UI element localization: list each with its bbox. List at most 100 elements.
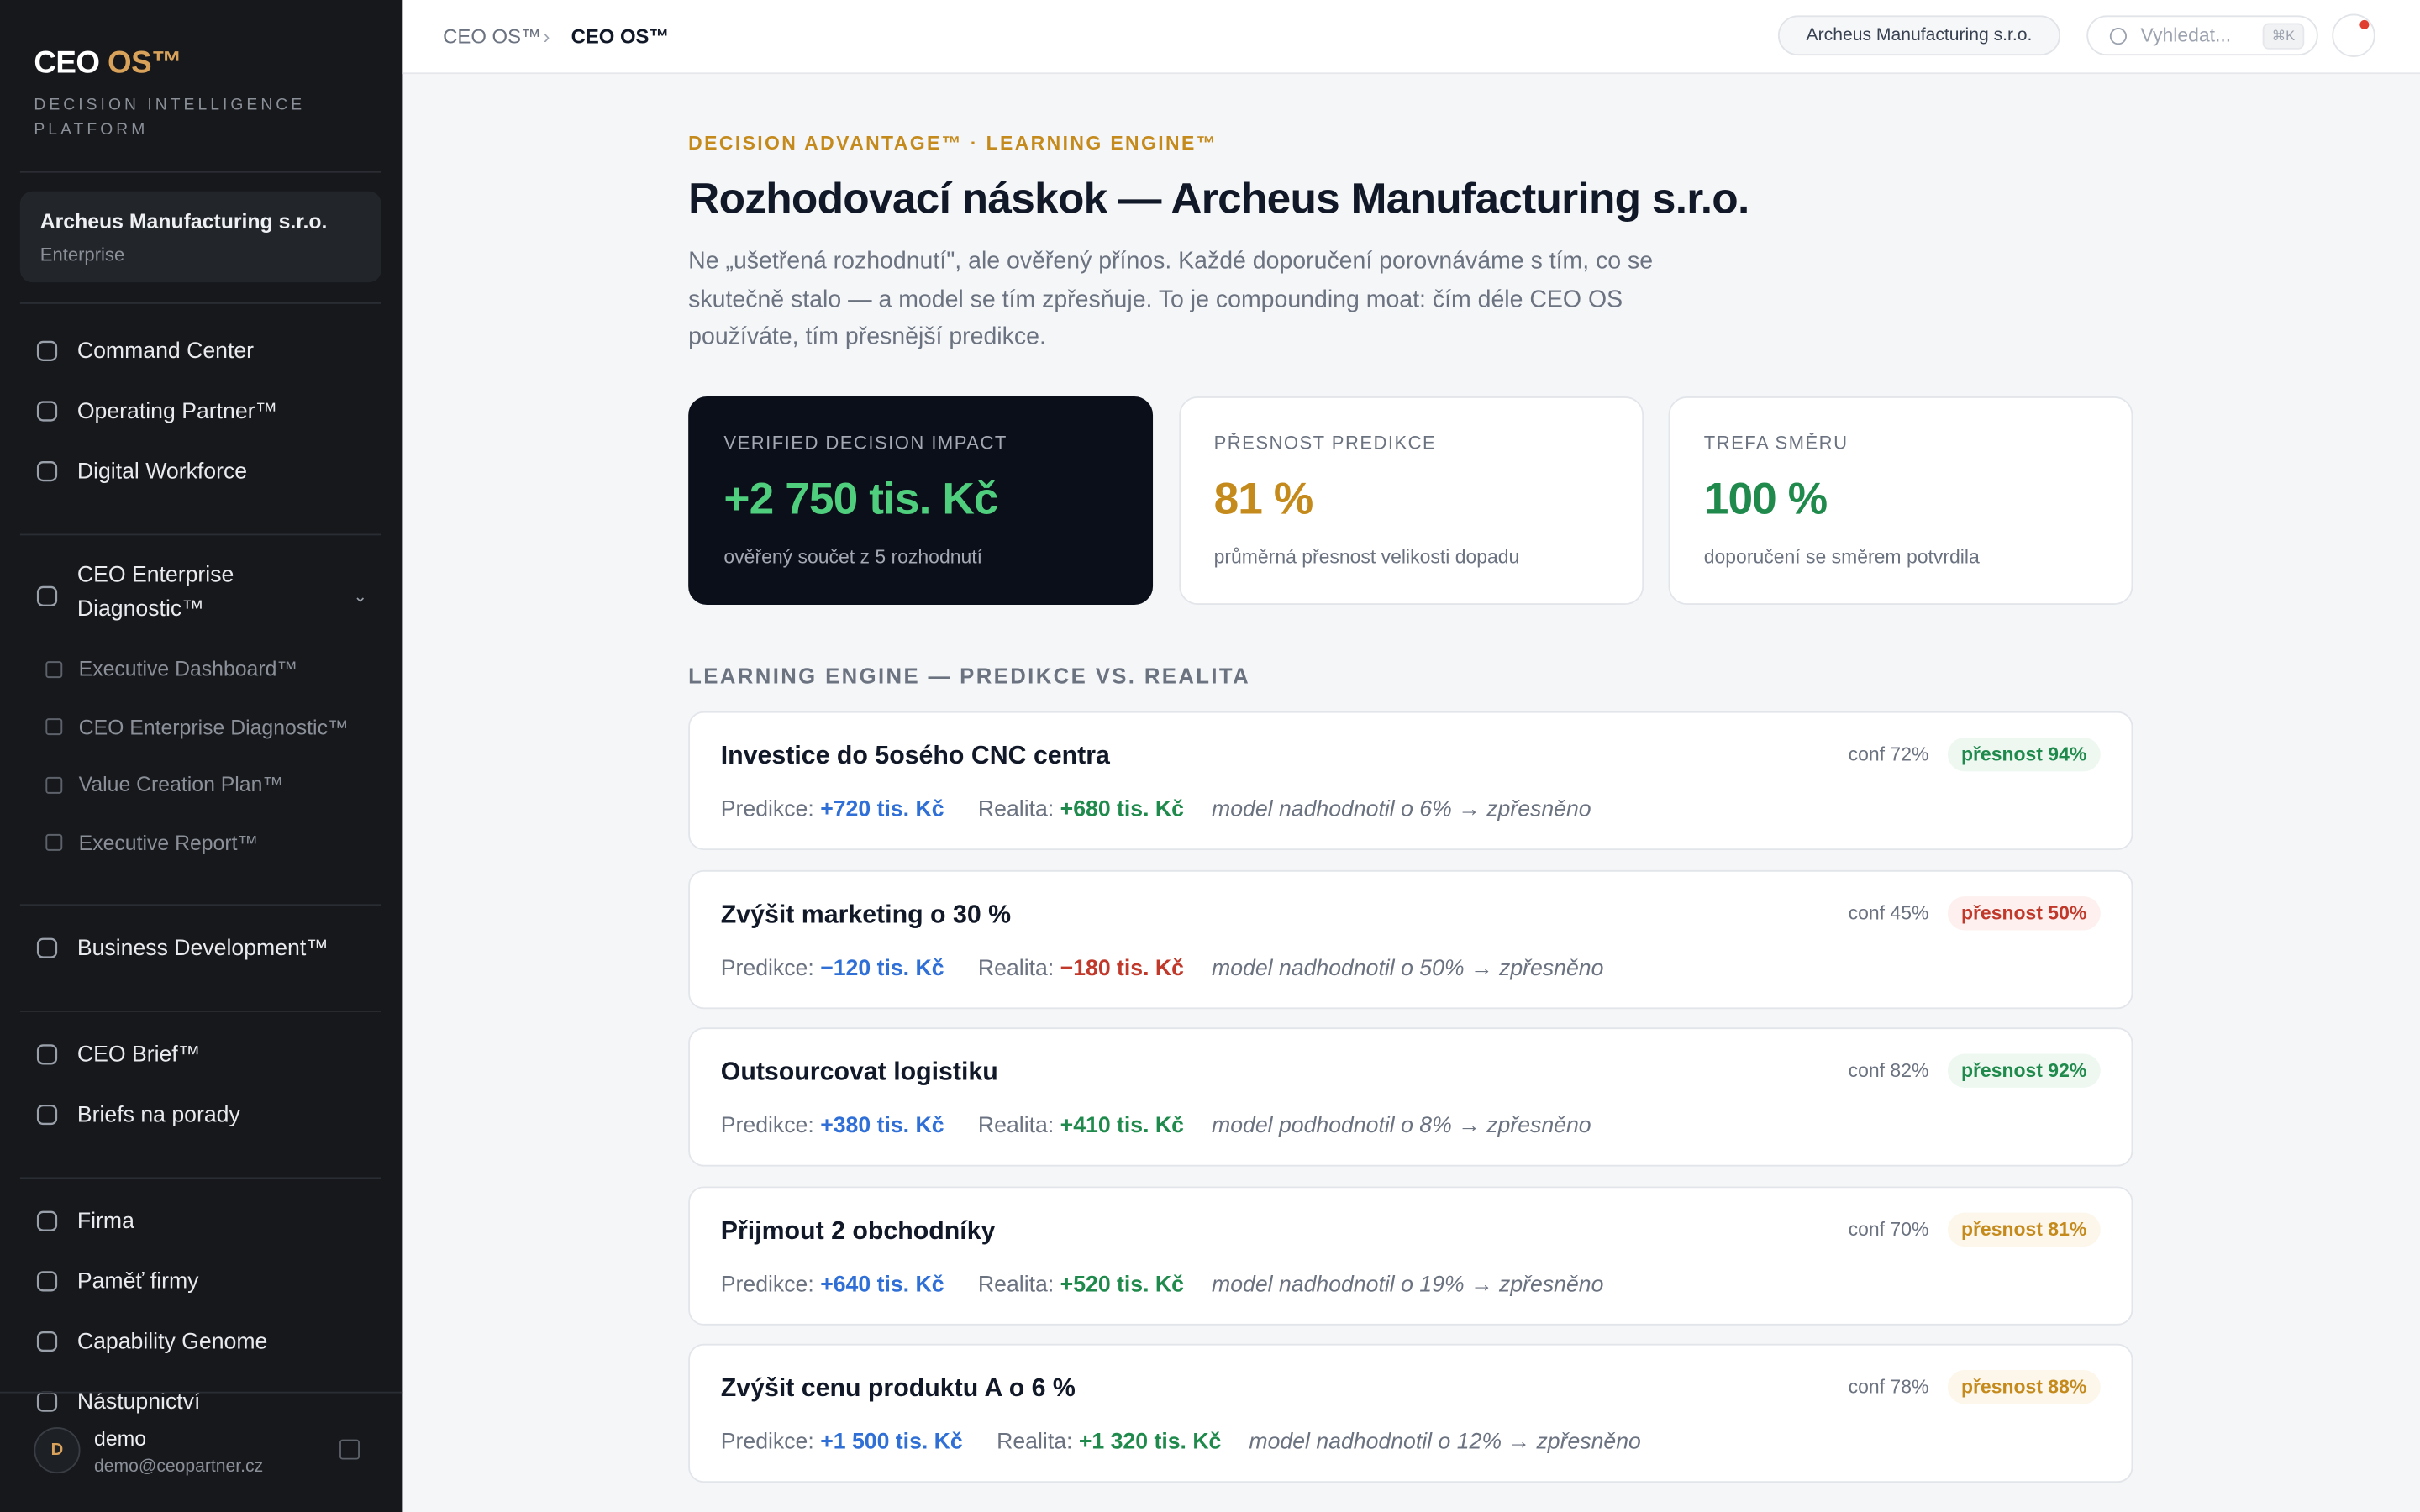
nav-item[interactable]: Firma <box>34 1208 134 1234</box>
nav-item[interactable]: Capability Genome <box>34 1328 267 1354</box>
nav-item[interactable]: Nástupnictví <box>34 1389 200 1415</box>
accuracy-badge: přesnost 81% <box>1947 1211 2101 1247</box>
tagline: DECISION INTELLIGENCE PLATFORM <box>34 95 306 139</box>
nav-label: Executive Dashboard™ <box>78 657 298 681</box>
kpi-note: doporučení se směrem potvrdila <box>1703 546 1980 568</box>
notifications[interactable] <box>2332 13 2375 57</box>
decision-title: Zvýšit cenu produktu A o 6 % <box>720 1374 1076 1403</box>
prediction-value: +380 tis. Kč <box>820 1114 944 1139</box>
icon <box>36 937 58 958</box>
nav-item[interactable]: CEO Brief™ <box>34 1042 200 1068</box>
nav-label: Value Creation Plan™ <box>78 773 284 796</box>
reality-value: +680 tis. Kč <box>1060 797 1184 822</box>
prediction-label: Predikce: <box>720 1272 814 1297</box>
kpi-value: 100 % <box>1703 475 1828 525</box>
icon <box>45 833 63 851</box>
decision-row: Predikce: +720 tis. Kč Realita: +680 tis.… <box>721 798 1591 822</box>
divider <box>19 302 381 304</box>
divider <box>19 533 381 536</box>
reality-value: −180 tis. Kč <box>1060 955 1184 981</box>
avatar: D <box>34 1426 81 1474</box>
divider <box>0 1391 403 1394</box>
search[interactable]: Vyhledat... ⌘K <box>2086 15 2318 56</box>
nav-label: Briefs na porady <box>76 1102 240 1127</box>
logout[interactable] <box>339 1439 360 1460</box>
nav-item[interactable]: Executive Report™ <box>43 831 258 854</box>
kpi-note: průměrná přesnost velikosti dopadu <box>1213 546 1520 568</box>
accuracy-badge: přesnost 50% <box>1947 895 2101 930</box>
confidence: conf 72% <box>1848 743 1929 766</box>
decision-row: Predikce: +640 tis. Kč Realita: +520 tis.… <box>721 1272 1604 1296</box>
icon <box>36 340 58 361</box>
decision-card[interactable]: Přijmout 2 obchodníky conf 70% přesnost 81… <box>688 1185 2133 1325</box>
prediction-value: +720 tis. Kč <box>820 797 944 822</box>
nav-item[interactable]: Value Creation Plan™ <box>43 773 283 796</box>
icon <box>45 718 63 736</box>
nav-item[interactable]: Paměť firmy <box>34 1268 199 1294</box>
logo-main: CEO <box>34 46 100 81</box>
icon <box>36 461 58 482</box>
decision-meta: conf 45% přesnost 50% <box>1849 895 2101 930</box>
nav-item[interactable]: Executive Dashboard™ <box>43 657 297 680</box>
prediction-label: Predikce: <box>720 1114 814 1139</box>
nav-item[interactable]: Business Development™ <box>34 935 329 961</box>
kpi-card: VERIFIED DECISION IMPACT +2 750 tis. Kč ov… <box>688 396 1154 606</box>
decision-row: Predikce: +380 tis. Kč Realita: +410 tis.… <box>721 1114 1591 1138</box>
confidence: conf 70% <box>1848 1218 1929 1240</box>
icon <box>45 776 63 793</box>
reality-label: Realita: <box>977 1114 1055 1139</box>
nav-label: Business Development™ <box>76 935 329 961</box>
kpi-card: TREFA SMĚRU 100 % doporučení se směrem pot… <box>1668 396 2133 606</box>
nav-label: Operating Partner™ <box>76 398 278 424</box>
breadcrumb[interactable]: CEO OS™ <box>443 24 541 48</box>
prediction-label: Predikce: <box>720 797 814 822</box>
icon <box>36 1271 58 1292</box>
icon <box>36 585 58 606</box>
breadcrumb-current: CEO OS™ <box>571 24 670 48</box>
kpi-value: +2 750 tis. Kč <box>723 475 998 525</box>
shortcut: ⌘K <box>2262 22 2305 49</box>
divider <box>19 1177 381 1179</box>
org-name: Archeus Manufacturing s.r.o. <box>39 209 328 234</box>
prediction-label: Predikce: <box>720 955 814 981</box>
nav-item[interactable]: Operating Partner™ <box>34 398 277 424</box>
nav-label: CEO Brief™ <box>76 1042 201 1068</box>
logo: CEO OS™ <box>34 46 182 81</box>
decision-card[interactable]: Zvýšit marketing o 30 % conf 45% přesnost … <box>688 869 2133 1009</box>
lead: Ne „ušetřená rozhodnutí", ale ověřený př… <box>688 248 1654 350</box>
decision-meta: conf 72% přesnost 94% <box>1848 737 2101 772</box>
decision-row: Predikce: +1 500 tis. Kč Realita: +1 320 … <box>721 1431 1641 1455</box>
org-chip[interactable]: Archeus Manufacturing s.r.o. <box>1777 15 2061 56</box>
search-placeholder: Vyhledat... <box>2140 24 2232 47</box>
model-comment: model nadhodnotil o 19% → zpřesněno <box>1212 1272 1604 1297</box>
decision-meta: conf 82% přesnost 92% <box>1849 1053 2101 1088</box>
prediction-value: +1 500 tis. Kč <box>820 1430 963 1456</box>
decision-title: Přijmout 2 obchodníky <box>720 1216 996 1245</box>
nav-item[interactable]: Briefs na porady <box>34 1101 240 1127</box>
nav-item[interactable]: Command Center <box>34 338 254 364</box>
reality-value: +1 320 tis. Kč <box>1078 1430 1222 1456</box>
logo-accent: OS™ <box>108 46 182 81</box>
sidebar: CEO OS™ DECISION INTELLIGENCE PLATFORM Arc… <box>0 0 403 1512</box>
icon <box>36 1331 58 1352</box>
accuracy-badge: přesnost 94% <box>1947 737 2101 772</box>
icon <box>45 660 63 678</box>
reality-label: Realita: <box>977 797 1055 822</box>
org-switcher[interactable]: Archeus Manufacturing s.r.o. Enterprise <box>19 191 381 283</box>
nav-item[interactable]: Digital Workforce <box>34 459 247 485</box>
reality-label: Realita: <box>977 955 1055 981</box>
nav-item[interactable]: CEO Enterprise Diagnostic™ <box>43 715 349 738</box>
nav-section[interactable]: CEO Enterprise Diagnostic™ ⌄ <box>34 563 367 626</box>
prediction-value: +640 tis. Kč <box>820 1272 944 1297</box>
decision-card[interactable]: Zvýšit cenu produktu A o 6 % conf 78% přes… <box>688 1343 2133 1483</box>
decision-title: Outsourcovat logistiku <box>720 1058 998 1087</box>
kpi-label: PŘESNOST PREDIKCE <box>1213 432 1437 454</box>
nav-label: Digital Workforce <box>76 459 248 484</box>
notification-dot <box>2360 19 2370 29</box>
nav-label: Firma <box>76 1209 134 1234</box>
decision-meta: conf 78% přesnost 88% <box>1849 1370 2101 1404</box>
decision-card[interactable]: Outsourcovat logistiku conf 82% přesnost 9… <box>688 1027 2133 1167</box>
decision-card[interactable]: Investice do 5osého CNC centra conf 72% př… <box>688 711 2133 851</box>
divider <box>19 904 381 906</box>
